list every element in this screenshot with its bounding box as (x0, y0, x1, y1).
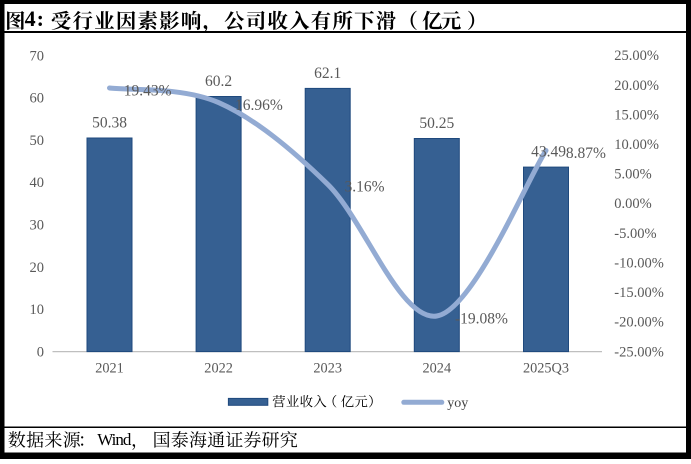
svg-text:2023: 2023 (313, 361, 342, 377)
svg-text:-15.00%: -15.00% (614, 285, 664, 301)
svg-text:0.00%: 0.00% (614, 196, 651, 212)
svg-text:3.16%: 3.16% (345, 179, 385, 196)
svg-text:25.00%: 25.00% (614, 48, 659, 64)
svg-text:20: 20 (30, 260, 45, 276)
svg-text:15.00%: 15.00% (614, 107, 659, 123)
svg-text:60: 60 (30, 91, 45, 107)
svg-text:4:: 4: (25, 6, 45, 31)
svg-text:19.43%: 19.43% (124, 82, 172, 99)
svg-text:10: 10 (30, 302, 45, 318)
svg-text:2021: 2021 (95, 361, 124, 377)
svg-text:43.49: 43.49 (531, 144, 566, 161)
svg-text:50.25: 50.25 (419, 115, 454, 132)
svg-text:60.2: 60.2 (205, 73, 232, 90)
svg-text:2025Q3: 2025Q3 (523, 361, 569, 377)
svg-text:2022: 2022 (204, 361, 233, 377)
svg-text:-5.00%: -5.00% (614, 226, 656, 242)
svg-text:5.00%: 5.00% (614, 167, 651, 183)
svg-text:16.96%: 16.96% (235, 97, 283, 114)
svg-text:50: 50 (30, 133, 45, 149)
svg-text:-19.08%: -19.08% (455, 310, 508, 327)
svg-text:-10.00%: -10.00% (614, 256, 664, 272)
svg-text:70: 70 (30, 48, 45, 64)
svg-text:40: 40 (30, 175, 45, 191)
svg-text:-25.00%: -25.00% (614, 344, 664, 360)
svg-text:50.38: 50.38 (92, 115, 127, 132)
svg-text:-20.00%: -20.00% (614, 315, 664, 331)
svg-text:0: 0 (37, 344, 44, 360)
svg-text:30: 30 (30, 218, 45, 234)
svg-text:20.00%: 20.00% (614, 78, 659, 94)
svg-text:Wind: Wind (97, 430, 132, 449)
svg-text:8.87%: 8.87% (566, 145, 606, 162)
svg-text:2024: 2024 (423, 361, 452, 377)
svg-text:62.1: 62.1 (314, 65, 341, 82)
svg-text:yoy: yoy (447, 396, 468, 411)
svg-text:10.00%: 10.00% (614, 137, 659, 153)
